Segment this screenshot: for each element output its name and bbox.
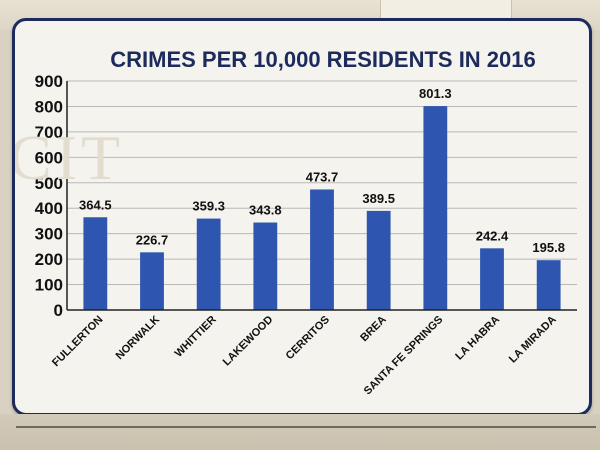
bar bbox=[536, 260, 561, 310]
bar-data-label: 364.5 bbox=[79, 197, 112, 212]
bar-data-label: 226.7 bbox=[136, 232, 169, 247]
bar bbox=[480, 248, 504, 310]
paper-note bbox=[380, 0, 512, 19]
y-tick-label: 0 bbox=[54, 301, 63, 320]
y-tick-label: 800 bbox=[35, 97, 63, 116]
x-category-label: LA HABRA bbox=[453, 314, 502, 363]
bar-data-label: 389.5 bbox=[362, 191, 395, 206]
bar-chart: CRIMES PER 10,000 RESIDENTS IN 2016 0 100… bbox=[35, 47, 577, 398]
bar-data-label: 359.3 bbox=[192, 199, 225, 214]
x-category-label: CERRITOS bbox=[284, 314, 333, 363]
paper-background-bottom bbox=[0, 414, 600, 450]
bars-group bbox=[83, 106, 561, 310]
bar-data-label: 242.4 bbox=[476, 228, 509, 243]
bar bbox=[423, 106, 448, 310]
x-category-label: WHITTIER bbox=[173, 314, 219, 360]
bar bbox=[366, 210, 391, 310]
bar-data-label: 195.8 bbox=[532, 240, 565, 255]
x-category-label: FULLERTON bbox=[50, 314, 105, 369]
bar bbox=[140, 252, 164, 310]
y-tick-label: 600 bbox=[35, 148, 63, 167]
data-labels-group: 364.5 226.7 359.3 343.8 473.7 389.5 801.3 242.4… bbox=[79, 86, 565, 255]
bar bbox=[253, 222, 278, 310]
x-axis-labels: FULLERTON NORWALK WHITTIER LAKEWOOD CERRITOS… bbox=[50, 314, 559, 398]
bar-data-label: 343.8 bbox=[249, 203, 282, 218]
bar-data-label: 801.3 bbox=[419, 86, 452, 101]
bar bbox=[310, 189, 334, 310]
bar bbox=[83, 217, 108, 310]
paper-rule bbox=[16, 426, 596, 428]
chart-card: CIT CRIMES PER 10,000 RESIDENTS IN 2016 … bbox=[12, 18, 592, 416]
y-tick-label: 400 bbox=[35, 199, 63, 218]
x-category-label: NORWALK bbox=[114, 314, 163, 363]
y-tick-label: 300 bbox=[35, 225, 63, 244]
x-category-label: LAKEWOOD bbox=[221, 314, 276, 369]
y-tick-label: 100 bbox=[35, 276, 63, 295]
y-tick-label: 700 bbox=[35, 123, 63, 142]
y-tick-label: 200 bbox=[35, 250, 63, 269]
y-tick-label: 900 bbox=[35, 72, 63, 91]
x-category-label: LA MIRADA bbox=[507, 314, 559, 366]
y-axis-ticks: 0 100 200 300 400 500 600 700 800 900 bbox=[35, 72, 63, 320]
y-tick-label: 500 bbox=[35, 174, 63, 193]
bar-data-label: 473.7 bbox=[306, 169, 339, 184]
chart-title: CRIMES PER 10,000 RESIDENTS IN 2016 bbox=[110, 47, 536, 72]
x-category-label: BREA bbox=[358, 314, 389, 345]
bar bbox=[196, 218, 221, 310]
